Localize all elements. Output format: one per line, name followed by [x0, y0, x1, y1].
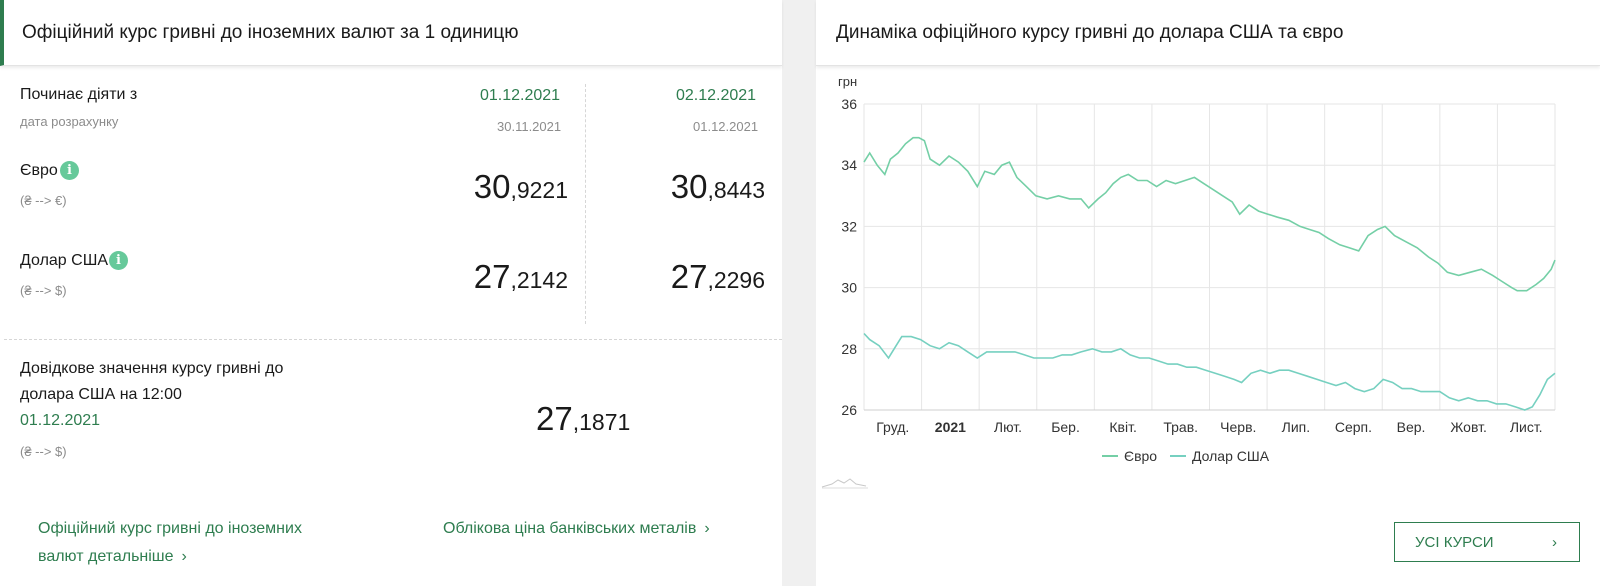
- y-tick-label: 28: [841, 341, 857, 357]
- usd-rate-col1: 27,2142: [474, 258, 568, 296]
- section-divider: [4, 339, 782, 340]
- x-tick-label: Черв.: [1220, 419, 1256, 435]
- usd-rate-col2: 27,2296: [671, 258, 765, 296]
- official-rates-header: Офіційний курс гривні до іноземних валют…: [0, 0, 782, 66]
- navigator-thumbnail-icon: [821, 478, 867, 488]
- metals-price-link-text: Облікова ціна банківських металів: [443, 520, 697, 537]
- usd-info-icon[interactable]: i: [109, 251, 128, 270]
- usd-rate-col2-int: 27: [670, 258, 708, 295]
- rate-dynamics-title: Динаміка офіційного курсу гривні до дола…: [836, 21, 1344, 43]
- y-tick-label: 32: [841, 218, 857, 234]
- usd-rate-col1-int: 27: [473, 258, 511, 295]
- eur-info-icon[interactable]: i: [60, 161, 79, 180]
- all-rates-button-label: УСІ КУРСИ: [1415, 533, 1494, 551]
- y-tick-label: 34: [841, 157, 857, 173]
- col2-calc-date: 01.12.2021: [693, 119, 759, 134]
- eur-rate-col2-int: 30: [670, 168, 708, 205]
- eur-label: Євро: [20, 162, 58, 179]
- col1-date: 01.12.2021: [480, 87, 561, 104]
- y-tick-label: 36: [841, 96, 857, 112]
- rate-dynamics-header: Динаміка офіційного курсу гривні до дола…: [816, 0, 1600, 66]
- x-tick-label: 2021: [935, 419, 966, 435]
- reference-rate-frac: ,1871: [572, 409, 631, 435]
- x-tick-label: Трав.: [1163, 419, 1198, 435]
- detailed-rates-link-line2: валют детальніше ›: [38, 543, 302, 571]
- x-tick-label: Груд.: [876, 419, 909, 435]
- x-tick-label: Вер.: [1397, 419, 1426, 435]
- reference-direction: (₴ --> $): [20, 444, 67, 459]
- usd-rate-col1-frac: ,2142: [510, 267, 568, 293]
- eur-direction: (₴ --> €): [20, 193, 67, 208]
- reference-rate: 27,1871: [536, 400, 630, 438]
- starts-label: Починає діяти з: [20, 86, 138, 103]
- official-rates-panel: Офіційний курс гривні до іноземних валют…: [0, 0, 782, 586]
- reference-text-line1: Довідкове значення курсу гривні до: [20, 360, 284, 377]
- metals-price-link[interactable]: Облікова ціна банківських металів ›: [443, 515, 710, 543]
- eur-rate-col1: 30,9221: [474, 168, 568, 206]
- chevron-right-icon: ›: [181, 548, 187, 565]
- column-divider: [585, 84, 586, 324]
- x-tick-label: Лют.: [994, 419, 1022, 435]
- reference-text-line2: долара США на 12:00: [20, 386, 182, 403]
- x-tick-label: Жовт.: [1450, 419, 1486, 435]
- reference-rate-int: 27: [536, 400, 573, 437]
- x-tick-label: Серп.: [1335, 419, 1372, 435]
- usd-label: Долар США: [20, 252, 109, 269]
- rate-dynamics-panel: Динаміка офіційного курсу гривні до дола…: [816, 0, 1600, 586]
- x-tick-label: Лист.: [1510, 419, 1543, 435]
- eur-rate-col1-int: 30: [473, 168, 511, 205]
- official-rates-title: Офіційний курс гривні до іноземних валют…: [22, 21, 519, 43]
- all-rates-button[interactable]: УСІ КУРСИ ›: [1394, 522, 1580, 562]
- x-tick-label: Лип.: [1282, 419, 1310, 435]
- x-tick-label: Квіт.: [1109, 419, 1136, 435]
- y-tick-label: 30: [841, 280, 857, 296]
- x-tick-label: Бер.: [1051, 419, 1080, 435]
- rate-dynamics-chart: 26 28 30 32 34 36 грн Груд. 2021 Лют. Бер. Квіт. Тра…: [821, 74, 1556, 489]
- usd-direction: (₴ --> $): [20, 283, 67, 298]
- calc-date-label: дата розрахунку: [20, 114, 119, 129]
- usd-rate-col2-frac: ,2296: [707, 267, 765, 293]
- legend-label: Долар США: [1192, 448, 1270, 464]
- y-tick-label: 26: [841, 402, 857, 418]
- chevron-right-icon: ›: [704, 520, 710, 537]
- series-line-usd: [863, 332, 1556, 411]
- detailed-rates-link[interactable]: Офіційний курс гривні до іноземних валют…: [38, 515, 302, 571]
- detailed-rates-link-line2-text: валют детальніше: [38, 548, 174, 565]
- chevron-right-icon: ›: [1552, 533, 1557, 551]
- detailed-rates-link-line1: Офіційний курс гривні до іноземних: [38, 520, 302, 537]
- legend-label: Євро: [1124, 448, 1157, 464]
- series-line-eur: [863, 136, 1556, 292]
- col1-calc-date: 30.11.2021: [497, 119, 562, 134]
- reference-date: 01.12.2021: [20, 412, 101, 429]
- eur-rate-col1-frac: ,9221: [510, 177, 568, 203]
- y-axis-label: грн: [838, 74, 857, 89]
- eur-rate-col2-frac: ,8443: [707, 177, 765, 203]
- col2-date: 02.12.2021: [676, 87, 757, 104]
- eur-rate-col2: 30,8443: [671, 168, 765, 206]
